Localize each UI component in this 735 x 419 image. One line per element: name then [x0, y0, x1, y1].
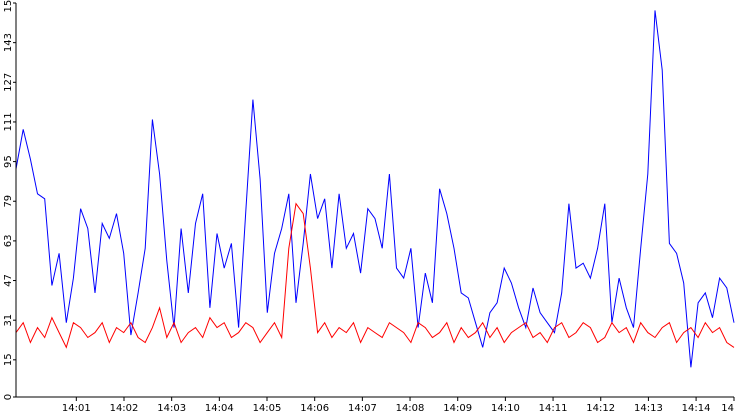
- x-tick-label: 14:03: [157, 403, 186, 414]
- y-tick-label: 15: [3, 353, 14, 366]
- y-tick-label: 159: [3, 0, 14, 13]
- y-tick-label: 95: [3, 155, 14, 168]
- x-tick-label: 14:14: [682, 403, 711, 414]
- x-tick-label: 14:06: [300, 403, 329, 414]
- series-line-1: [15, 10, 735, 368]
- series-line-2: [15, 202, 735, 349]
- y-tick-label: 79: [3, 195, 14, 208]
- x-tick-label: 14:09: [443, 403, 472, 414]
- y-tick-label: 0: [3, 394, 14, 400]
- x-tick-label: 14: [721, 403, 734, 414]
- x-tick-label: 14:08: [396, 403, 425, 414]
- y-tick-label: 127: [3, 73, 14, 92]
- x-tick-label: 14:02: [110, 403, 139, 414]
- y-tick-label: 63: [3, 235, 14, 248]
- x-tick-label: 14:04: [205, 403, 234, 414]
- x-tick-label: 14:10: [491, 403, 520, 414]
- x-tick-label: 14:07: [348, 403, 377, 414]
- x-tick-label: 14:13: [634, 403, 663, 414]
- x-tick-label: 14:01: [62, 403, 91, 414]
- x-tick-label: 14:12: [586, 403, 615, 414]
- y-tick-label: 47: [3, 274, 14, 287]
- y-tick-label: 111: [3, 112, 14, 131]
- x-tick-label: 14:05: [253, 403, 282, 414]
- y-tick-label: 31: [3, 314, 14, 327]
- x-tick-label: 14:11: [539, 403, 568, 414]
- y-tick-label: 143: [3, 33, 14, 52]
